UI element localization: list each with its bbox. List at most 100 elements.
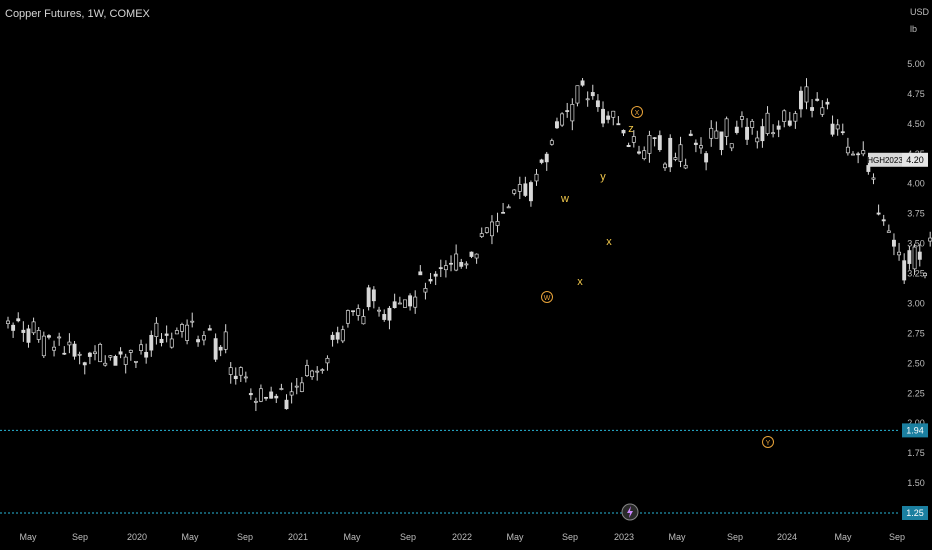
candle-body (611, 110, 616, 118)
candle-body (36, 330, 41, 340)
candle-body (585, 98, 590, 101)
candle-body (269, 391, 274, 399)
candle-body (892, 239, 896, 247)
candle-body (46, 335, 51, 338)
candle-body (835, 124, 840, 130)
y-tick-label: 2.50 (907, 358, 925, 368)
candle-body (469, 251, 474, 257)
candle-body (41, 335, 46, 357)
candle-body (601, 108, 605, 124)
y-tick-label: 3.25 (907, 269, 925, 279)
candle-body (93, 351, 97, 354)
candle-body (704, 153, 709, 163)
candle-body (57, 336, 62, 339)
circled-wave-marker (762, 436, 774, 448)
candle-body (361, 316, 366, 325)
candle-body (495, 221, 500, 226)
price-tag-label: 4.20 (906, 155, 924, 165)
candle-body (133, 360, 138, 363)
y-tick-label: 4.00 (907, 179, 925, 189)
candle-body (325, 357, 330, 364)
candle-body (626, 145, 631, 147)
candle-body (243, 376, 248, 379)
candle-body (729, 143, 734, 149)
candle-body (174, 330, 179, 335)
candle-body (544, 153, 549, 163)
candle-body (506, 206, 511, 209)
candle-body (830, 123, 835, 135)
candle-body (647, 135, 652, 154)
level-tag (902, 423, 928, 438)
candle-body (616, 123, 621, 126)
candle-body (223, 331, 228, 350)
candle-body (377, 309, 381, 312)
candle-body (238, 367, 243, 376)
x-tick-label: Sep (72, 532, 88, 542)
candle-body (876, 212, 881, 215)
candle-body (871, 177, 876, 180)
candle-body (820, 107, 825, 115)
candle-body (31, 321, 36, 334)
candle-body (294, 385, 299, 388)
candle-body (185, 324, 190, 341)
candles (6, 78, 932, 412)
candle-body (423, 288, 428, 293)
candle-body (555, 121, 559, 129)
candle-body (912, 246, 917, 270)
candle-body (340, 329, 345, 342)
candle-body (299, 382, 304, 392)
candle-body (798, 90, 803, 110)
candle-body (253, 400, 258, 403)
candle-body (103, 362, 108, 366)
candle-body (67, 341, 72, 346)
x-tick-label: May (668, 532, 686, 542)
candle-body (750, 120, 755, 128)
x-tick-label: May (506, 532, 524, 542)
candle-body (87, 352, 92, 357)
candle-body (776, 125, 781, 130)
candle-body (917, 251, 922, 260)
candle-body (484, 227, 489, 233)
candle-body (330, 334, 335, 340)
symbol-tag (868, 152, 902, 167)
candle-body (902, 260, 907, 281)
candle-body (305, 365, 309, 377)
candle-body (928, 237, 932, 242)
x-tick-label: Sep (237, 532, 253, 542)
candle-body (724, 118, 729, 137)
level-tag (902, 506, 928, 520)
candle-body (565, 110, 570, 112)
candle-body (159, 338, 164, 343)
candle-body (351, 310, 355, 313)
candle-body (534, 173, 539, 182)
candle-body (549, 140, 554, 145)
y-tick-label: 1.75 (907, 448, 925, 458)
candle-body (201, 335, 206, 341)
x-tick-label: Sep (889, 532, 905, 542)
candle-body (755, 137, 760, 143)
candle-body (642, 150, 647, 160)
candle-body (621, 129, 626, 134)
candle-body (739, 116, 744, 120)
candle-body (881, 219, 886, 222)
candle-body (274, 395, 279, 399)
x-tick-label: 2022 (452, 532, 472, 542)
candle-body (815, 98, 820, 101)
candle-body (787, 120, 792, 126)
wave-label: w (560, 193, 569, 205)
candle-body (433, 273, 438, 277)
candle-body (258, 388, 263, 402)
x-tick-label: 2020 (127, 532, 147, 542)
candle-body (760, 126, 765, 142)
candle-body (810, 107, 815, 111)
candle-body (144, 351, 149, 358)
candle-body (128, 349, 133, 353)
y-tick-label: 2.25 (907, 388, 925, 398)
price-tag (902, 152, 928, 167)
candle-body (851, 153, 855, 156)
candle-body (310, 370, 315, 378)
candle-body (590, 92, 595, 97)
candle-body (408, 295, 413, 307)
candle-body (387, 307, 392, 321)
